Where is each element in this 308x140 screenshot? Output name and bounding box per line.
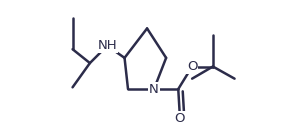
Text: N: N [149,83,159,96]
Text: NH: NH [97,39,117,52]
Text: O: O [187,60,197,73]
Text: O: O [175,112,185,125]
